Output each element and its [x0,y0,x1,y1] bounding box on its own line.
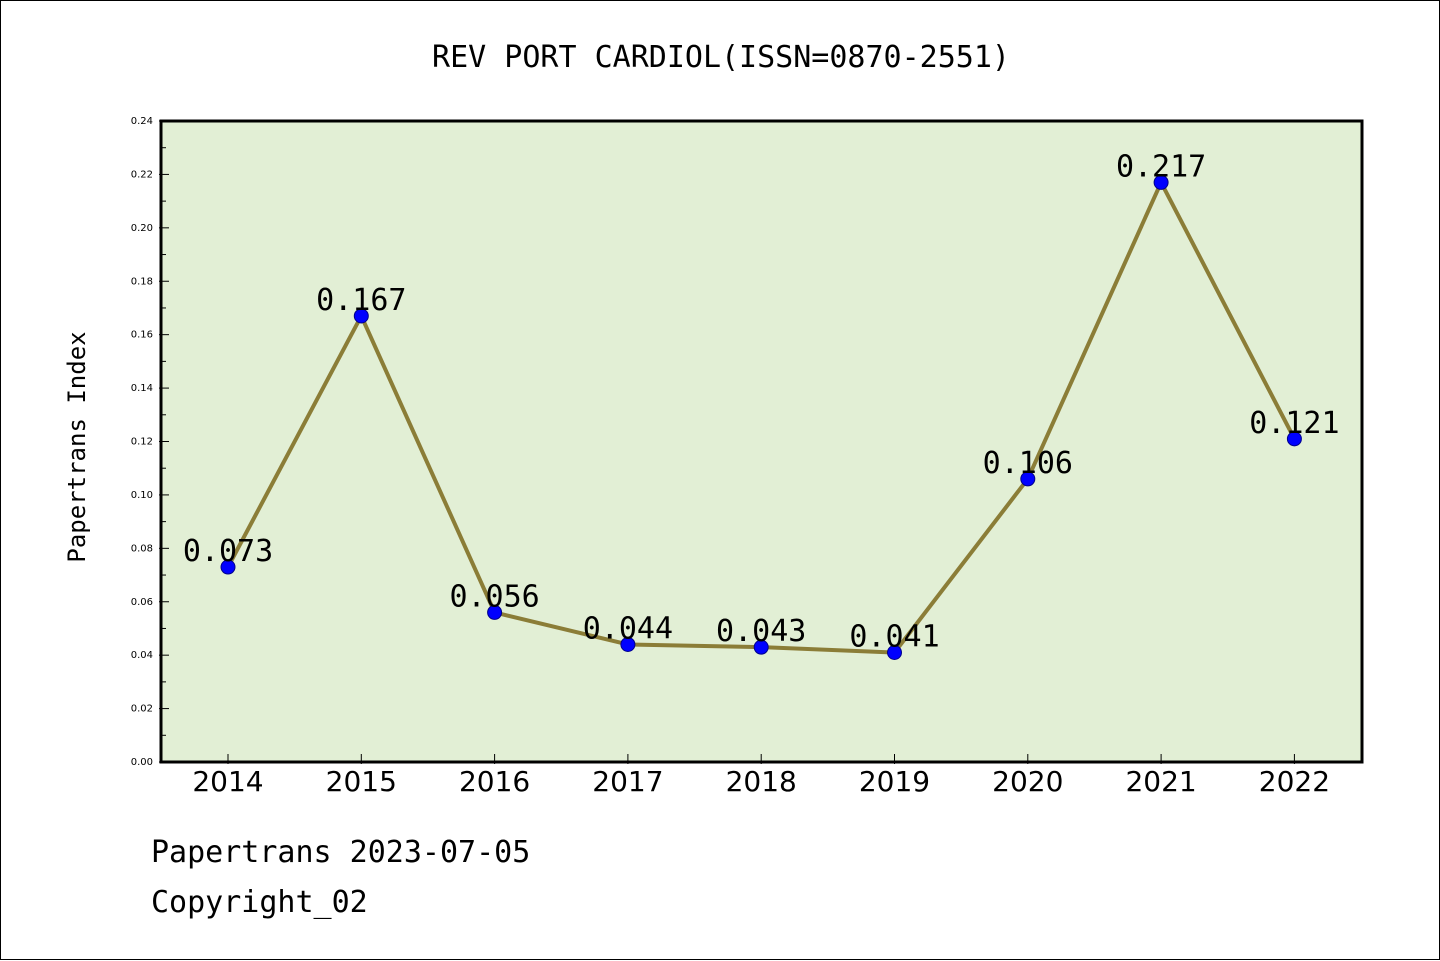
y-tick-label: 0.00 [131,757,153,768]
data-label: 0.056 [449,579,539,614]
data-point-marker [1020,471,1036,487]
y-axis: 0.00 0.02 0.04 0.06 0.08 0.10 0.12 0.14 0.16 0.18… [131,116,169,768]
data-label: 0.167 [316,283,406,318]
data-label: 0.073 [183,534,273,569]
data-labels: 0.073 0.167 0.056 0.044 0.043 0.041 0.106 0.217… [183,149,1340,654]
data-label: 0.217 [1116,149,1206,184]
chart-title: REV PORT CARDIOL(ISSN=0870-2551) [432,40,1010,75]
data-point-marker [220,559,236,575]
data-point-marker [353,308,369,324]
footer-date: Papertrans 2023-07-05 [151,835,531,870]
y-axis-label: Papertrans Index [63,331,91,562]
x-tick-label: 2014 [192,765,263,798]
x-tick-label: 2019 [859,765,930,798]
y-tick-label: 0.24 [131,116,153,127]
y-tick-label: 0.02 [131,704,153,715]
x-tick-label: 2021 [1125,765,1196,798]
plot-area [159,119,1364,764]
footer-copyright: Copyright_02 [151,885,368,920]
y-tick-label: 0.06 [131,597,153,608]
data-point-marker [753,639,769,655]
data-label: 0.041 [849,619,939,654]
data-point-marker [620,636,636,652]
x-tick-label: 2017 [592,765,663,798]
y-tick-label: 0.18 [131,276,153,287]
x-tick-label: 2018 [726,765,797,798]
data-label: 0.043 [716,614,806,649]
y-tick-label: 0.12 [131,437,153,448]
data-label: 0.121 [1249,406,1339,441]
data-label: 0.106 [983,446,1073,481]
data-label: 0.044 [583,611,673,646]
data-point-marker [1153,174,1169,190]
x-axis: 2014 2015 2016 2017 2018 2019 2020 2021 2022 [192,754,1330,798]
x-tick-label: 2016 [459,765,530,798]
y-tick-label: 0.08 [131,543,153,554]
x-tick-label: 2020 [992,765,1063,798]
x-tick-label: 2022 [1259,765,1330,798]
x-tick-label: 2015 [326,765,397,798]
data-markers [220,174,1302,660]
y-tick-label: 0.16 [131,330,153,341]
y-tick-label: 0.14 [131,383,153,394]
y-tick-label: 0.20 [131,223,153,234]
data-point-marker [487,604,503,620]
y-tick-label: 0.10 [131,490,153,501]
y-tick-label: 0.22 [131,169,153,180]
y-tick-label: 0.04 [131,650,153,661]
data-point-marker [887,644,902,660]
data-point-marker [1286,431,1302,447]
